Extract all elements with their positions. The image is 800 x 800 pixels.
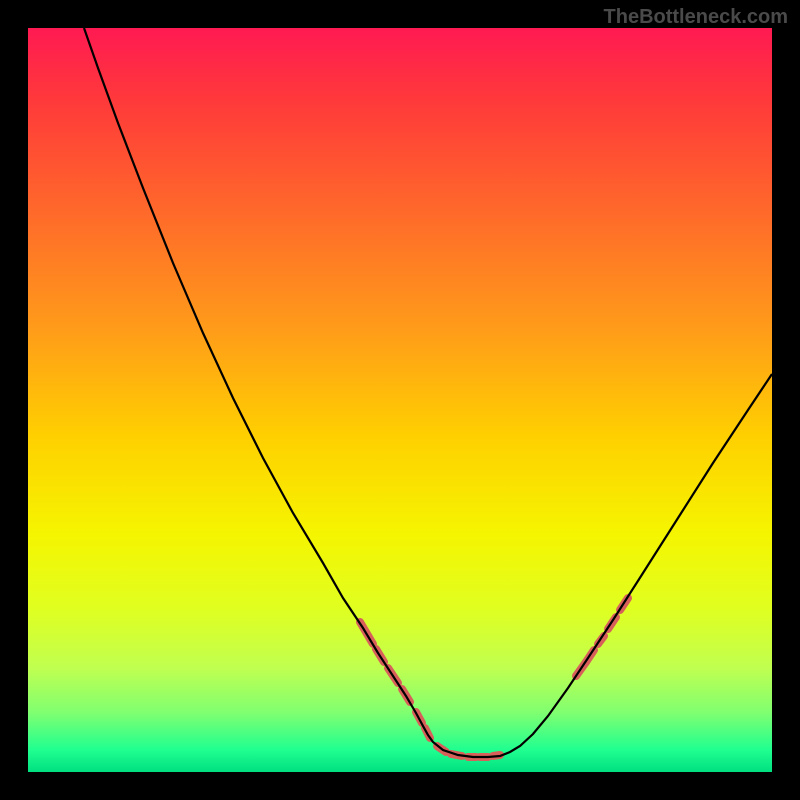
bottleneck-curve (84, 28, 772, 757)
watermark-text: TheBottleneck.com (604, 6, 788, 29)
curve-overlay (28, 28, 772, 772)
highlight-segments (360, 598, 628, 757)
plot-area (28, 28, 772, 772)
